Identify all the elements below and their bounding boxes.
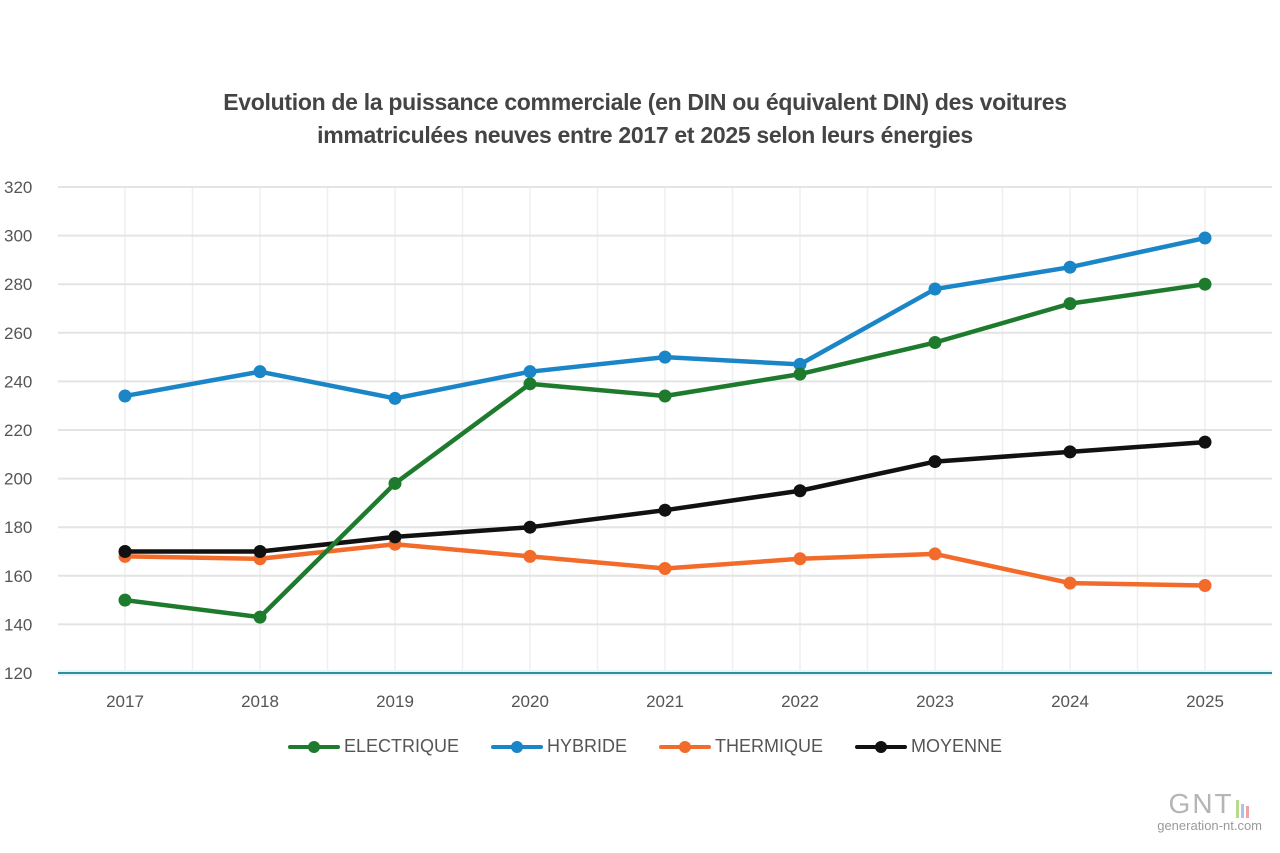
data-point-electrique — [658, 389, 672, 403]
data-point-electrique — [118, 593, 132, 607]
legend-marker-icon — [659, 740, 712, 754]
legend-marker-icon — [287, 740, 340, 754]
data-point-electrique — [523, 377, 537, 391]
x-tick-label: 2025 — [1186, 692, 1224, 711]
data-point-hybride — [1063, 260, 1077, 274]
data-point-moyenne — [793, 484, 807, 498]
y-tick-label: 280 — [4, 275, 32, 294]
y-tick-label: 240 — [4, 372, 32, 391]
series-moyenne — [118, 435, 1212, 558]
y-tick-label: 320 — [4, 178, 32, 197]
watermark: GNT generation-nt.com — [1157, 790, 1262, 834]
watermark-logo: GNT — [1157, 790, 1262, 818]
legend-label: MOYENNE — [911, 736, 1003, 756]
data-point-hybride — [1198, 231, 1212, 245]
watermark-bar — [1235, 800, 1239, 818]
chart-title: Evolution de la puissance commerciale (e… — [0, 86, 1280, 152]
y-tick-label: 160 — [4, 567, 32, 586]
watermark-logo-text: GNT — [1168, 788, 1234, 819]
data-point-hybride — [388, 391, 402, 405]
data-point-moyenne — [928, 455, 942, 469]
grid — [58, 186, 1272, 676]
x-tick-label: 2021 — [646, 692, 684, 711]
legend-label: ELECTRIQUE — [343, 736, 459, 756]
data-point-thermique — [523, 549, 537, 563]
x-tick-label: 2018 — [241, 692, 279, 711]
data-point-moyenne — [1063, 445, 1077, 459]
data-point-hybride — [523, 365, 537, 379]
legend-label: HYBRIDE — [547, 736, 628, 756]
legend-marker-icon — [855, 740, 908, 754]
data-point-hybride — [658, 350, 672, 364]
series-hybride — [118, 231, 1212, 405]
data-point-moyenne — [253, 545, 267, 558]
series-group — [118, 231, 1212, 624]
data-point-thermique — [658, 562, 672, 576]
y-tick-label: 120 — [4, 664, 32, 683]
y-tick-label: 140 — [4, 615, 32, 634]
data-point-electrique — [1063, 297, 1077, 311]
x-tick-label: 2017 — [106, 692, 144, 711]
legend-label: THERMIQUE — [715, 736, 824, 756]
y-tick-label: 200 — [4, 470, 32, 489]
legend-item-thermique: THERMIQUE — [659, 736, 823, 757]
data-point-electrique — [928, 336, 942, 350]
x-tick-label: 2019 — [376, 692, 414, 711]
y-tick-label: 180 — [4, 518, 32, 537]
data-point-moyenne — [523, 520, 537, 534]
y-tick-label: 220 — [4, 421, 32, 440]
chart-title-line-2: immatriculées neuves entre 2017 et 2025 … — [317, 122, 973, 148]
x-tick-label: 2020 — [511, 692, 549, 711]
y-tick-label: 260 — [4, 324, 32, 343]
data-point-moyenne — [118, 545, 132, 558]
legend-item-moyenne: MOYENNE — [855, 736, 1002, 757]
legend: ELECTRIQUE HYBRIDE THERMIQUE MOYENNE — [0, 736, 1280, 757]
legend-item-hybride: HYBRIDE — [491, 736, 627, 757]
watermark-url: generation-nt.com — [1157, 818, 1262, 833]
data-point-moyenne — [388, 530, 402, 544]
y-tick-label: 300 — [4, 227, 32, 246]
data-point-moyenne — [658, 503, 672, 517]
data-point-thermique — [928, 547, 942, 561]
watermark-bar — [1245, 806, 1249, 818]
data-point-hybride — [793, 357, 807, 371]
data-point-hybride — [118, 389, 132, 403]
chart-title-line-1: Evolution de la puissance commerciale (e… — [223, 89, 1067, 115]
data-point-moyenne — [1198, 435, 1212, 449]
series-electrique — [118, 277, 1212, 624]
data-point-electrique — [793, 367, 807, 381]
x-tick-label: 2023 — [916, 692, 954, 711]
legend-item-electrique: ELECTRIQUE — [287, 736, 459, 757]
x-axis: 2017 2018 2019 2020 2021 2022 2023 2024 2025 — [106, 692, 1224, 711]
data-point-thermique — [793, 552, 807, 566]
y-axis: 120 140 160 180 200 220 240 260 280 300 320 — [4, 178, 32, 683]
data-point-electrique — [388, 476, 402, 490]
data-point-electrique — [253, 610, 267, 624]
x-tick-label: 2022 — [781, 692, 819, 711]
data-point-electrique — [1198, 277, 1212, 291]
data-point-thermique — [1063, 576, 1077, 590]
x-tick-label: 2024 — [1051, 692, 1089, 711]
watermark-bar — [1240, 804, 1244, 818]
data-point-hybride — [253, 365, 267, 379]
legend-marker-icon — [491, 740, 543, 754]
watermark-bars-icon — [1235, 790, 1251, 818]
data-point-hybride — [928, 282, 942, 296]
data-point-thermique — [1198, 579, 1212, 593]
